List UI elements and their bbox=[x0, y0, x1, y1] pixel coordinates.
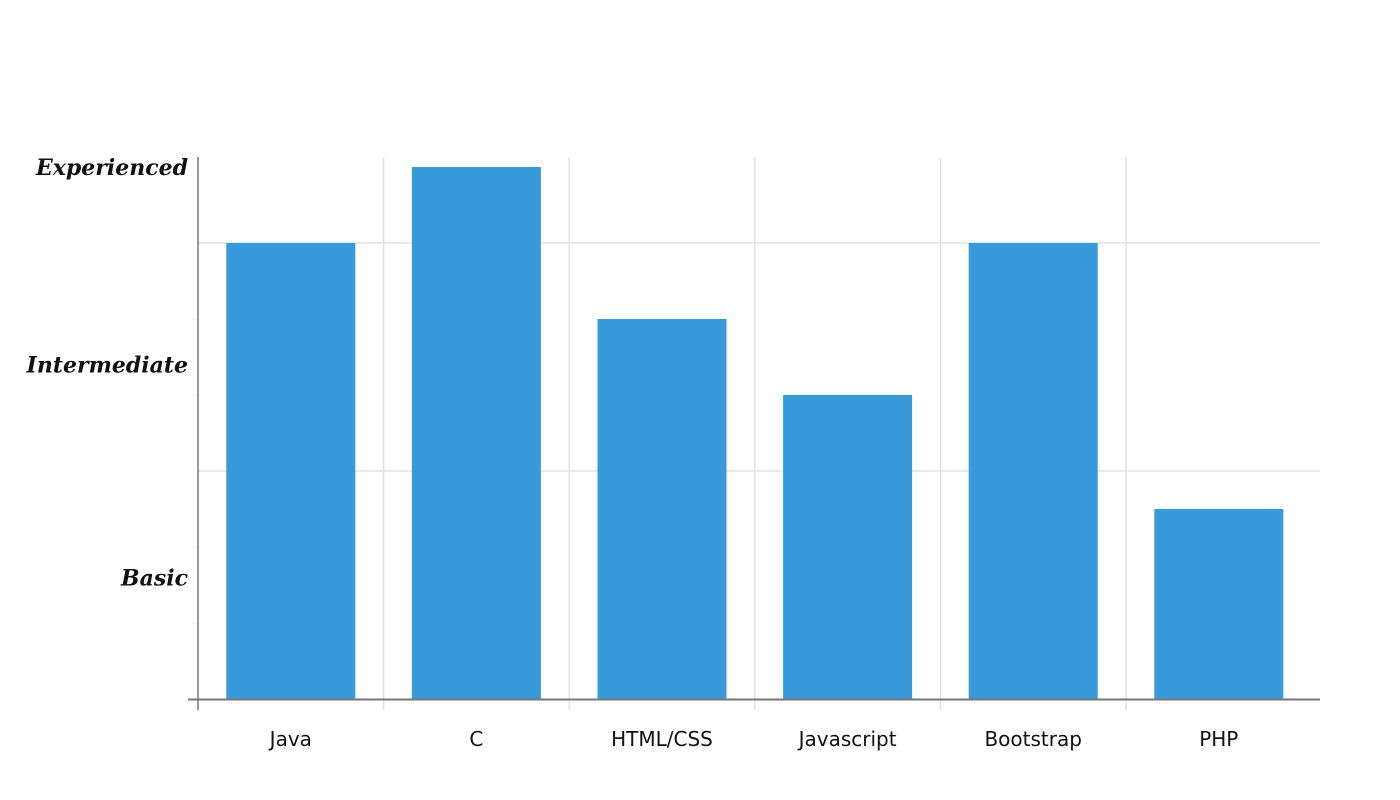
y-tick-label: Basic bbox=[120, 565, 189, 591]
x-tick-labels: Java C HTML/CSS Javascript Bootstrap PHP bbox=[268, 727, 1239, 751]
x-tick-label: HTML/CSS bbox=[611, 727, 713, 751]
y-tick-label: Intermediate bbox=[26, 353, 188, 379]
x-tick-label: Java bbox=[268, 727, 312, 751]
y-tick-labels: Basic Intermediate Experienced bbox=[26, 155, 189, 591]
bar-php bbox=[1154, 509, 1284, 699]
x-tick-label: Bootstrap bbox=[984, 727, 1081, 751]
bar-bootstrap bbox=[968, 243, 1098, 699]
bars-layer bbox=[226, 167, 1284, 699]
axes-layer bbox=[188, 157, 1320, 710]
x-tick-label: PHP bbox=[1199, 727, 1238, 751]
x-tick-label: C bbox=[469, 727, 483, 751]
bar-javascript bbox=[783, 395, 913, 699]
x-tick-label: Javascript bbox=[797, 727, 897, 751]
y-tick-label: Experienced bbox=[35, 155, 188, 181]
bar-html-css bbox=[597, 319, 727, 699]
bar-c bbox=[411, 167, 541, 699]
bar-java bbox=[226, 243, 356, 699]
grid-layer bbox=[192, 157, 1320, 710]
